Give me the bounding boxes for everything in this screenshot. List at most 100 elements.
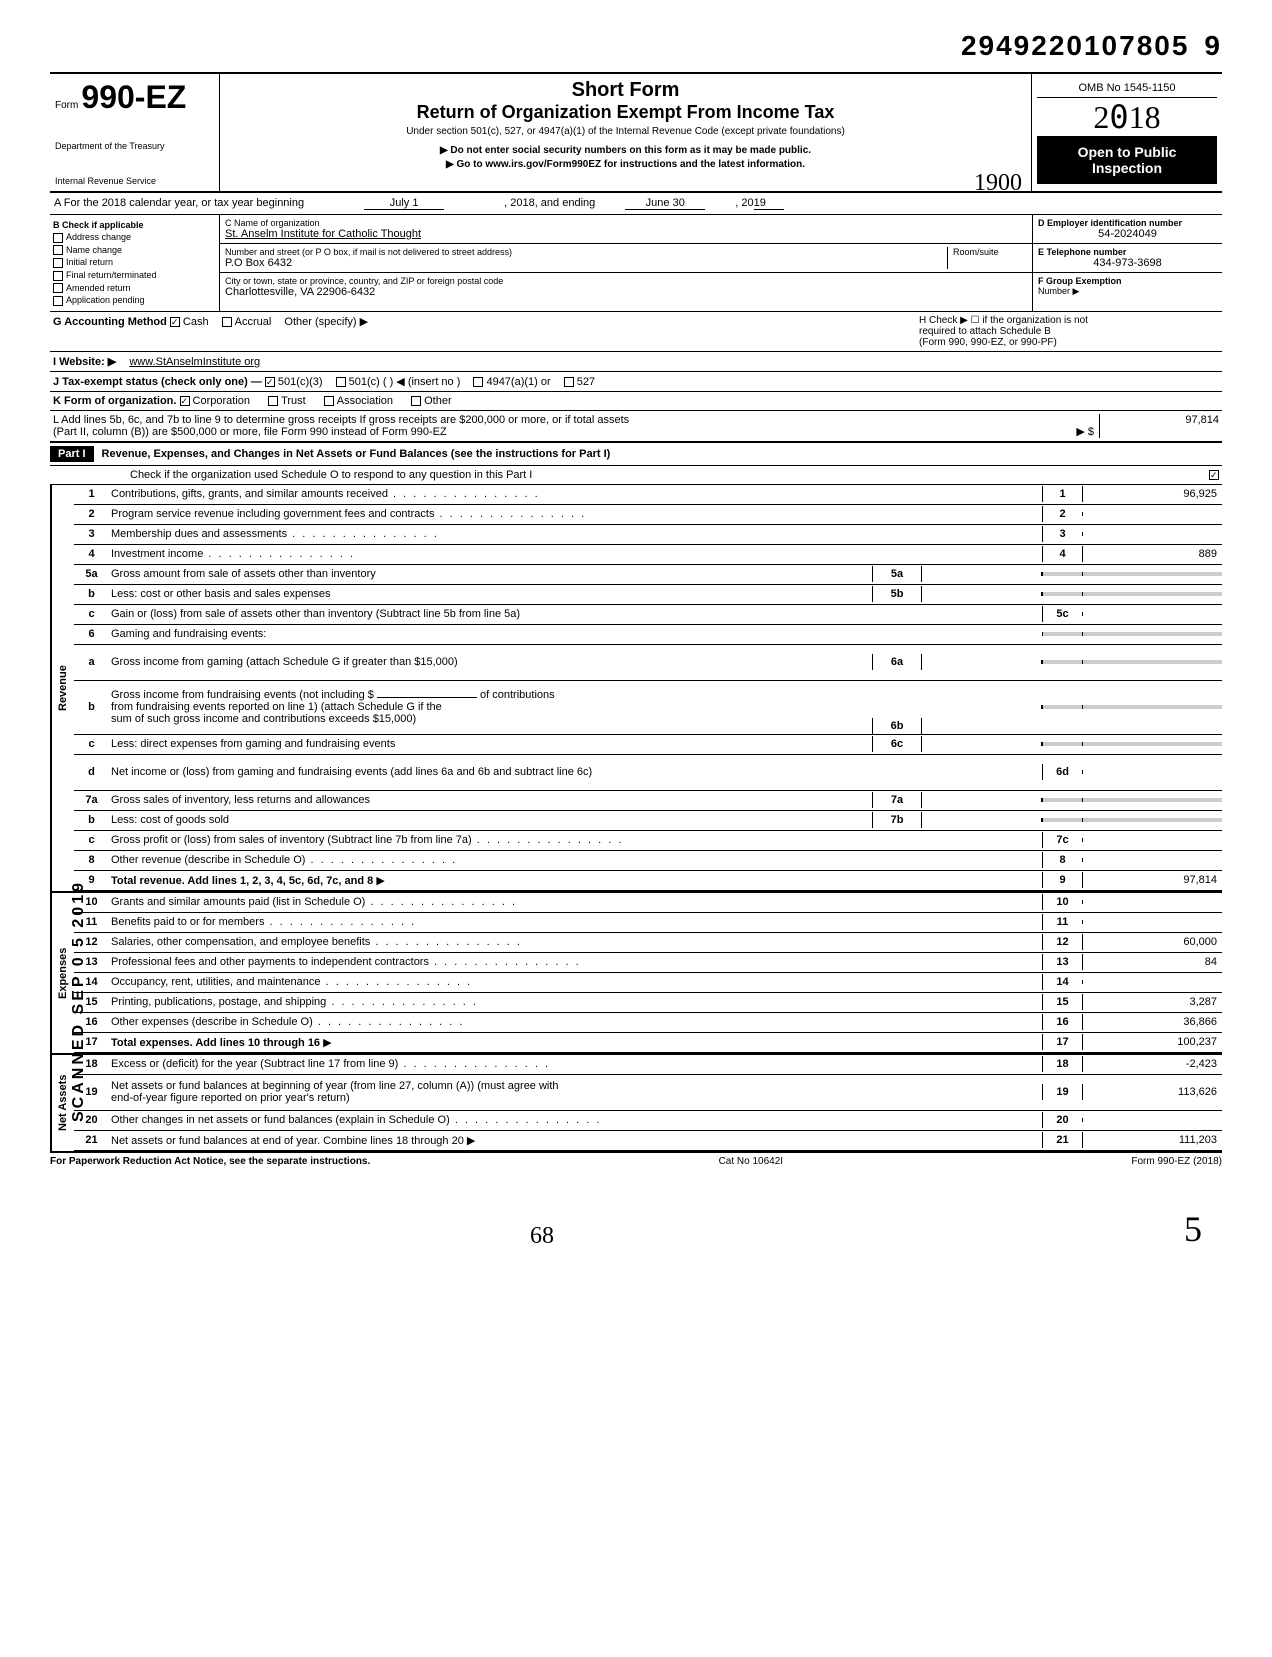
row-g-accounting: G Accounting Method Cash Accrual Other (… <box>50 312 1222 352</box>
line-15-amt: 3,287 <box>1082 994 1222 1010</box>
line-19: Net assets or fund balances at beginning… <box>109 1078 1042 1106</box>
check-cash[interactable] <box>170 317 180 327</box>
line-14: Occupancy, rent, utilities, and maintena… <box>109 974 1042 990</box>
line-20: Other changes in net assets or fund bala… <box>109 1112 1042 1128</box>
subtitle-1: Under section 501(c), 527, or 4947(a)(1)… <box>230 126 1021 137</box>
check-association[interactable] <box>324 396 334 406</box>
line-13-amt: 84 <box>1082 954 1222 970</box>
form-label: Form <box>55 100 78 111</box>
line-19-amt: 113,626 <box>1082 1084 1222 1100</box>
line-20-amt <box>1082 1118 1222 1122</box>
check-501c3[interactable] <box>265 377 275 387</box>
omb-number: OMB No 1545-1150 <box>1037 79 1217 98</box>
line-3-amt <box>1082 532 1222 536</box>
ein-label: D Employer identification number <box>1038 218 1217 228</box>
end-year[interactable]: 19 <box>754 197 784 210</box>
handwrite-1900: 1900 <box>974 170 1022 197</box>
check-initial-return[interactable]: Initial return <box>53 257 216 268</box>
line-9: Total revenue. Add lines 1, 2, 3, 4, 5c,… <box>109 872 1042 889</box>
revenue-label: Revenue <box>50 485 74 891</box>
city-label: City or town, state or province, country… <box>225 276 1027 286</box>
tax-year: 2018 <box>1037 98 1217 136</box>
check-final-return[interactable]: Final return/terminated <box>53 270 216 281</box>
line-6c: Less: direct expenses from gaming and fu… <box>109 736 872 752</box>
line-21: Net assets or fund balances at end of ye… <box>109 1132 1042 1149</box>
line-6b: Gross income from fundraising events (no… <box>109 687 872 727</box>
check-address-change[interactable]: Address change <box>53 232 216 243</box>
group-exemption-label: F Group Exemption <box>1038 276 1217 286</box>
dept-irs: Internal Revenue Service <box>55 176 214 186</box>
section-bcdef: B Check if applicable Address change Nam… <box>50 215 1222 312</box>
line-18: Excess or (deficit) for the year (Subtra… <box>109 1056 1042 1072</box>
org-address[interactable]: P.O Box 6432 <box>225 257 947 269</box>
line-8-amt <box>1082 858 1222 862</box>
line-10: Grants and similar amounts paid (list in… <box>109 894 1042 910</box>
check-name-change[interactable]: Name change <box>53 245 216 256</box>
line-7b: Less: cost of goods sold <box>109 812 872 828</box>
line-17: Total expenses. Add lines 10 through 16 <box>109 1034 1042 1051</box>
line-8: Other revenue (describe in Schedule O) <box>109 852 1042 868</box>
line-6: Gaming and fundraising events: <box>109 626 1042 642</box>
ein-value[interactable]: 54-2024049 <box>1038 228 1217 240</box>
line-1: Contributions, gifts, grants, and simila… <box>109 486 1042 502</box>
page-number: 29492201078059 <box>50 30 1222 62</box>
org-city[interactable]: Charlottesville, VA 22906-6432 <box>225 286 1027 298</box>
website-value[interactable]: www.StAnselmInstitute org <box>129 356 260 368</box>
line-4-amt: 889 <box>1082 546 1222 562</box>
row-a-tax-year: A For the 2018 calendar year, or tax yea… <box>50 193 1222 215</box>
check-4947[interactable] <box>473 377 483 387</box>
addr-label: Number and street (or P O box, if mail i… <box>225 247 947 257</box>
part-1-header: Part I Revenue, Expenses, and Changes in… <box>50 443 1222 466</box>
line-5a: Gross amount from sale of assets other t… <box>109 566 872 582</box>
phone-value[interactable]: 434-973-3698 <box>1038 257 1217 269</box>
check-other[interactable] <box>411 396 421 406</box>
part-1-check: Check if the organization used Schedule … <box>50 466 1222 485</box>
line-14-amt <box>1082 980 1222 984</box>
footer: For Paperwork Reduction Act Notice, see … <box>50 1153 1222 1170</box>
subtitle-2: ▶ Do not enter social security numbers o… <box>230 145 1021 156</box>
line-4: Investment income <box>109 546 1042 562</box>
line-10-amt <box>1082 900 1222 904</box>
check-application-pending[interactable]: Application pending <box>53 295 216 306</box>
check-501c[interactable] <box>336 377 346 387</box>
line-21-amt: 111,203 <box>1082 1132 1222 1148</box>
line-15: Printing, publications, postage, and shi… <box>109 994 1042 1010</box>
row-h-text3: (Form 990, 990-EZ, or 990-PF) <box>919 337 1219 348</box>
check-trust[interactable] <box>268 396 278 406</box>
gross-receipts: 97,814 <box>1099 414 1219 438</box>
line-16: Other expenses (describe in Schedule O) <box>109 1014 1042 1030</box>
scanned-stamp: SCANNED SEP 0 5 2019 <box>70 880 88 1122</box>
line-6d: Net income or (loss) from gaming and fun… <box>109 764 1042 780</box>
line-5c-amt <box>1082 612 1222 616</box>
line-5c: Gain or (loss) from sale of assets other… <box>109 606 1042 622</box>
handwrite-68: 68 <box>530 1223 554 1250</box>
line-3: Membership dues and assessments <box>109 526 1042 542</box>
dept-treasury: Department of the Treasury <box>55 141 214 151</box>
line-6a: Gross income from gaming (attach Schedul… <box>109 654 872 670</box>
line-1-amt: 96,925 <box>1082 486 1222 502</box>
subtitle-3: ▶ Go to www.irs.gov/Form990EZ for instru… <box>230 159 1021 170</box>
org-name[interactable]: St. Anselm Institute for Catholic Though… <box>225 228 1027 240</box>
end-date[interactable]: June 30 <box>625 197 705 210</box>
check-accrual[interactable] <box>222 317 232 327</box>
line-12-amt: 60,000 <box>1082 934 1222 950</box>
check-amended-return[interactable]: Amended return <box>53 283 216 294</box>
check-schedule-o[interactable] <box>1209 470 1219 480</box>
name-label: C Name of organization <box>225 218 1027 228</box>
line-6d-amt <box>1082 770 1222 774</box>
row-k-form-org: K Form of organization. Corporation Trus… <box>50 392 1222 411</box>
line-12: Salaries, other compensation, and employ… <box>109 934 1042 950</box>
row-l: L Add lines 5b, 6c, and 7b to line 9 to … <box>50 411 1222 443</box>
line-2: Program service revenue including govern… <box>109 506 1042 522</box>
phone-label: E Telephone number <box>1038 247 1217 257</box>
row-h-text2: required to attach Schedule B <box>919 326 1219 337</box>
col-b-header: B Check if applicable <box>53 220 216 230</box>
line-17-amt: 100,237 <box>1082 1034 1222 1050</box>
line-16-amt: 36,866 <box>1082 1014 1222 1030</box>
begin-date[interactable]: July 1 <box>364 197 444 210</box>
check-corporation[interactable] <box>180 396 190 406</box>
check-527[interactable] <box>564 377 574 387</box>
line-7a: Gross sales of inventory, less returns a… <box>109 792 872 808</box>
line-7c-amt <box>1082 838 1222 842</box>
line-11-amt <box>1082 920 1222 924</box>
